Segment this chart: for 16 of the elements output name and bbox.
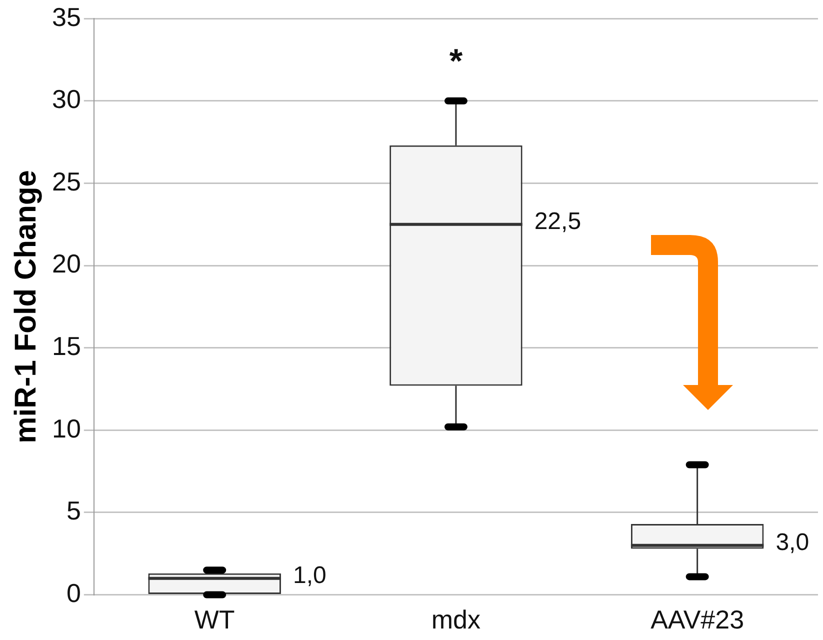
x-tick-label: AAV#23 <box>650 604 744 635</box>
y-tick-label: 30 <box>52 84 81 114</box>
annotation: * <box>449 42 464 80</box>
y-tick-label: 20 <box>52 248 81 279</box>
y-tick-label: 10 <box>52 413 81 444</box>
y-tick-label: 15 <box>52 331 81 362</box>
y-tick-label: 0 <box>66 578 81 608</box>
x-tick-label: mdx <box>431 604 481 635</box>
x-tick-label: WT <box>194 604 235 635</box>
y-tick-label: 5 <box>66 496 81 526</box>
y-axis-title: miR-1 Fold Change <box>9 170 42 444</box>
y-tick-label: 25 <box>52 166 81 196</box>
y-tick-label: 35 <box>52 2 81 32</box>
annotation: 22,5 <box>534 208 582 236</box>
annotation: 3,0 <box>776 529 810 556</box>
annotation: 1,0 <box>292 562 326 589</box>
